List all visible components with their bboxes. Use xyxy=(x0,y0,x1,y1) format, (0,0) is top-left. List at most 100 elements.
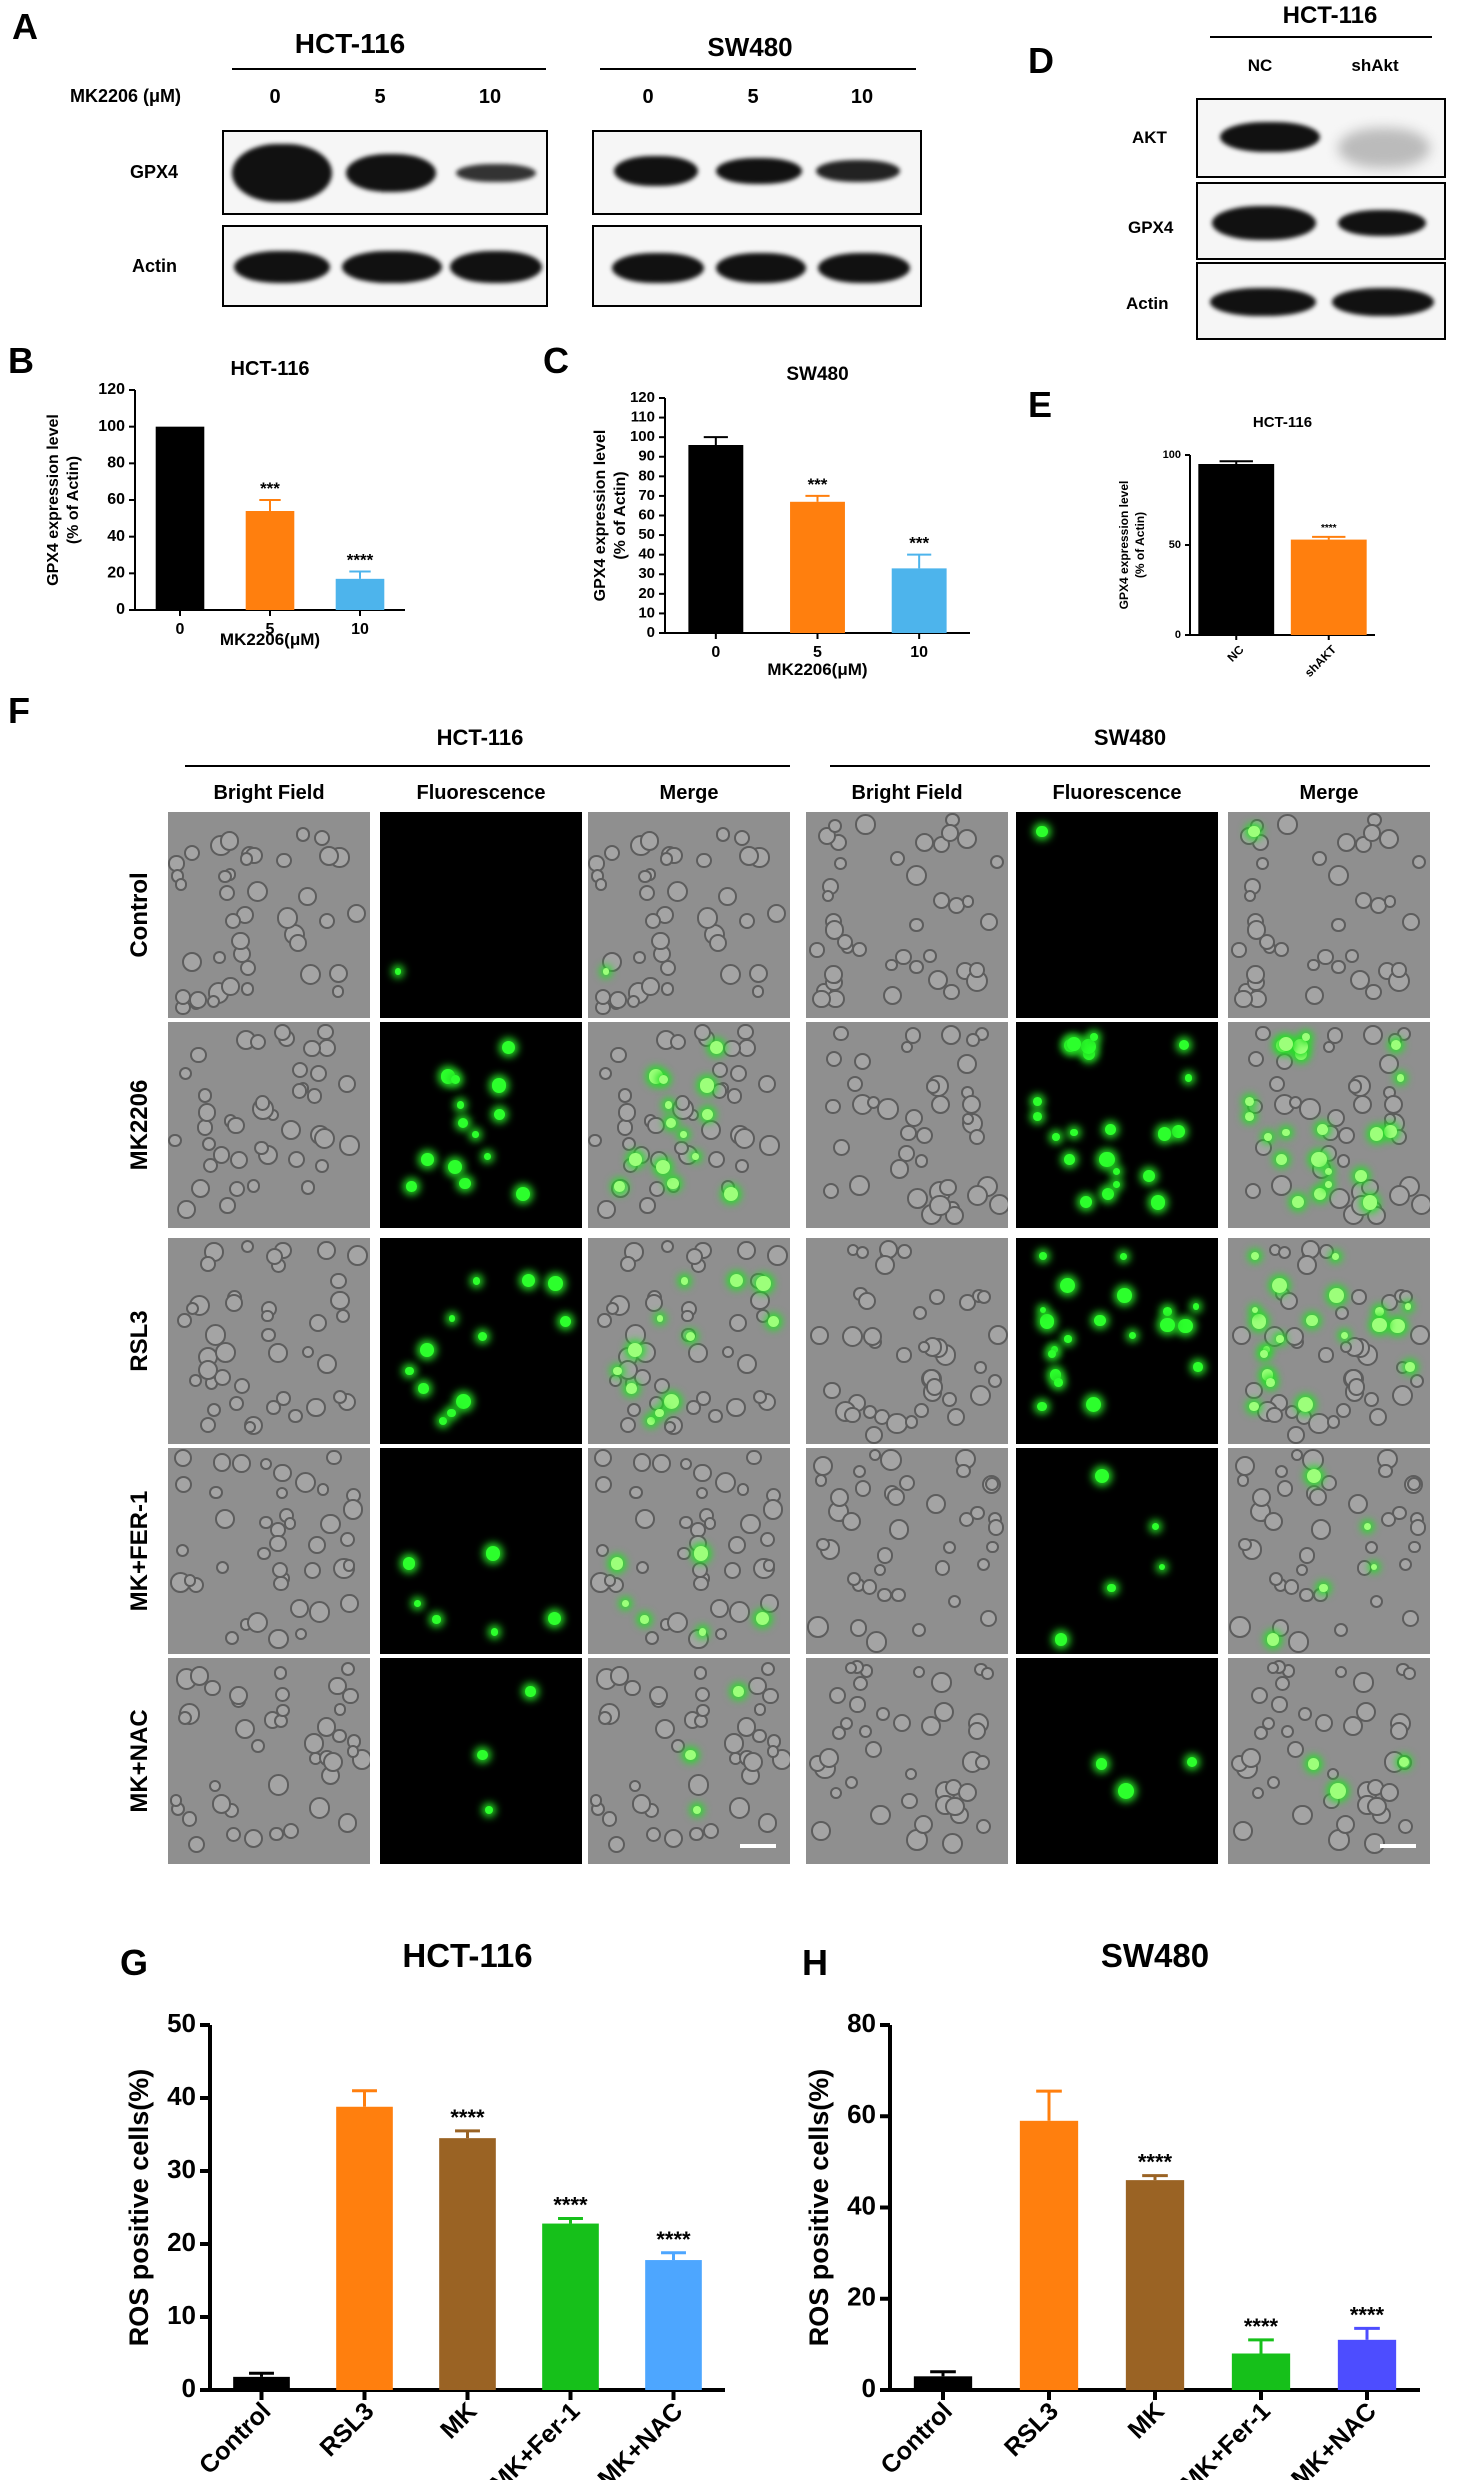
y-axis-label: GPX4 expression level xyxy=(1117,481,1131,610)
cell-shape xyxy=(346,1745,360,1758)
fluorescent-cell xyxy=(1113,1180,1120,1188)
cell-shape xyxy=(627,995,641,1009)
fluorescent-cell xyxy=(1362,1195,1378,1210)
cell-shape xyxy=(691,1562,708,1579)
cell-shape xyxy=(1369,1594,1383,1609)
cell-shape xyxy=(337,1813,358,1834)
blot-d-row-label-akt: AKT xyxy=(1132,128,1167,147)
cell-shape xyxy=(1247,1050,1264,1067)
cell-shape xyxy=(666,1611,688,1634)
fluorescent-cell xyxy=(1039,1314,1055,1329)
cell-shape xyxy=(287,1150,305,1168)
cell-shape xyxy=(693,1666,708,1680)
fluorescent-cell xyxy=(1405,1362,1415,1372)
cell-shape xyxy=(259,1515,273,1530)
cell-shape xyxy=(1322,1040,1335,1054)
cell-shape xyxy=(841,1325,863,1347)
cell-shape xyxy=(738,845,759,866)
cell-shape xyxy=(977,1557,991,1571)
fluorescent-cell xyxy=(1039,1251,1048,1260)
cell-shape xyxy=(228,1396,244,1412)
cell-shape xyxy=(856,1245,870,1259)
cell-shape xyxy=(191,1178,211,1198)
cell-shape xyxy=(1287,1631,1310,1654)
cell-shape xyxy=(679,1457,692,1470)
significance-label: **** xyxy=(450,2105,485,2130)
cell-shape xyxy=(959,1511,974,1527)
cell-shape xyxy=(829,1687,847,1705)
cell-shape xyxy=(891,1587,906,1602)
y-tick-label: 30 xyxy=(167,2154,196,2184)
fluorescent-cell xyxy=(667,1177,679,1189)
cell-shape xyxy=(276,1487,289,1500)
cell-shape xyxy=(696,1703,710,1718)
cell-shape xyxy=(595,1543,610,1557)
cell-shape xyxy=(300,1180,316,1195)
fluorescent-cell xyxy=(1252,1306,1259,1313)
cell-shape xyxy=(1287,1741,1305,1759)
fluorescent-cell xyxy=(685,1749,696,1761)
cell-shape xyxy=(865,1425,883,1444)
cell-shape xyxy=(308,1601,330,1623)
cell-shape xyxy=(961,895,975,908)
cell-shape xyxy=(645,1826,662,1843)
cell-shape xyxy=(215,1341,236,1363)
fluorescent-cell xyxy=(730,1274,744,1288)
cell-shape xyxy=(1410,1194,1430,1216)
fluorescent-cell xyxy=(1033,1111,1043,1121)
cell-shape xyxy=(1246,965,1265,984)
cell-shape xyxy=(1383,1094,1403,1114)
fluorescent-cell xyxy=(1099,1151,1115,1167)
cell-shape xyxy=(688,1343,708,1363)
cell-shape xyxy=(1402,1610,1419,1627)
fluorescent-cell xyxy=(1037,1402,1047,1412)
cell-shape xyxy=(1307,958,1320,972)
cell-shape xyxy=(1235,1456,1256,1476)
cell-shape xyxy=(1403,1667,1417,1680)
cell-shape xyxy=(906,865,928,886)
band xyxy=(816,160,900,182)
fluorescent-cell xyxy=(451,1074,461,1085)
cell-shape xyxy=(904,1767,917,1780)
fluorescent-cell xyxy=(1101,1187,1114,1200)
cell-shape xyxy=(966,1033,980,1048)
cell-shape xyxy=(925,1378,944,1396)
cell-shape xyxy=(663,1828,684,1849)
fluorescent-cell xyxy=(1263,1345,1271,1353)
cell-shape xyxy=(984,1476,999,1491)
cell-shape xyxy=(1305,985,1325,1006)
cell-shape xyxy=(268,1629,289,1650)
fluorescence-image xyxy=(380,1448,582,1654)
fluorescent-cell xyxy=(432,1615,441,1624)
cell-shape xyxy=(723,1733,745,1754)
cell-shape xyxy=(178,1710,193,1725)
fluorescent-cell xyxy=(1391,1040,1402,1051)
fluorescent-cell xyxy=(756,1275,772,1291)
cell-shape xyxy=(639,1197,657,1215)
fluorescent-cell xyxy=(548,1275,564,1291)
merge-image xyxy=(1228,1238,1430,1444)
cell-shape xyxy=(961,1094,981,1114)
blot-a-dose: 5 xyxy=(374,86,386,108)
cell-shape xyxy=(685,1248,703,1266)
blot-a-dose: 5 xyxy=(747,86,759,108)
fluorescent-cell xyxy=(1311,1151,1327,1167)
cell-shape xyxy=(282,1823,299,1840)
cell-shape xyxy=(715,827,730,842)
cell-shape xyxy=(981,1667,995,1680)
cell-shape xyxy=(196,1119,213,1136)
cell-shape xyxy=(306,1397,326,1418)
cell-shape xyxy=(234,1378,251,1395)
cell-shape xyxy=(266,1400,281,1415)
cell-shape xyxy=(822,1182,839,1200)
cell-shape xyxy=(1309,1487,1328,1506)
fluorescent-cell xyxy=(405,1366,414,1376)
fluorescent-cell xyxy=(1398,1756,1409,1767)
y-tick-label: 110 xyxy=(631,409,655,426)
cell-shape xyxy=(757,1813,778,1834)
fluorescent-cell xyxy=(1375,1307,1384,1317)
fluorescent-cell xyxy=(613,1366,622,1376)
cell-shape xyxy=(945,1796,966,1817)
cell-shape xyxy=(181,1811,197,1827)
cell-shape xyxy=(940,1024,962,1045)
